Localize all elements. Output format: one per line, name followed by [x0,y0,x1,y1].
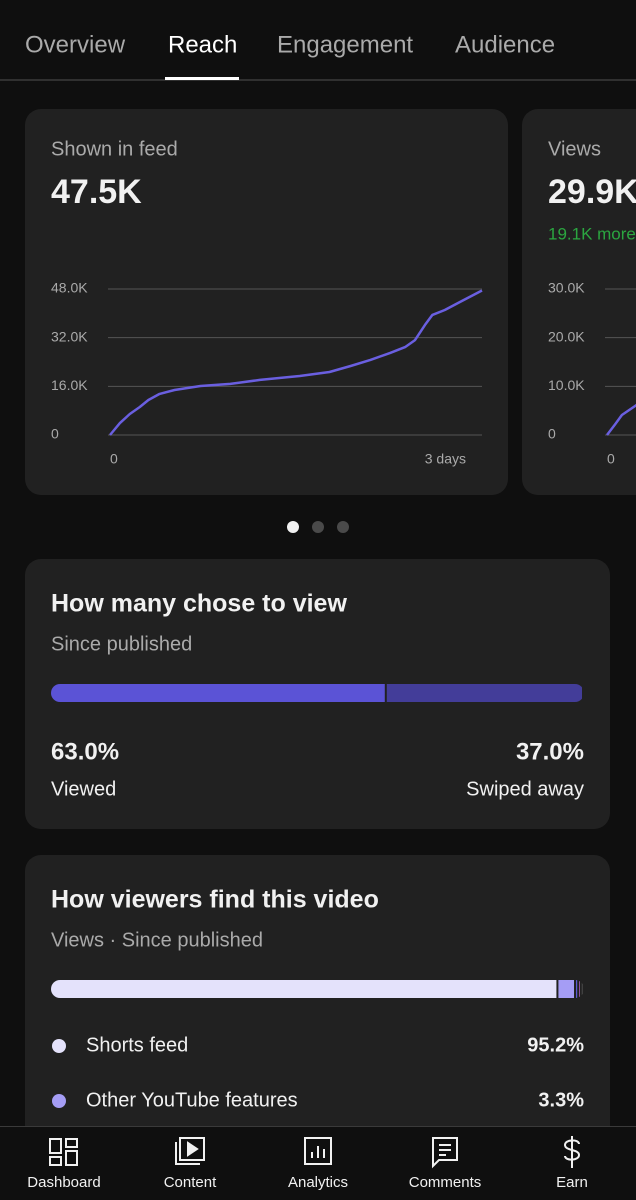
legend-dot [52,1094,66,1108]
tab[interactable]: Overview [25,31,126,58]
x-tick-label: 0 [607,451,615,467]
card-note: 19.1K more [548,224,636,243]
legend-value: 95.2% [527,1034,584,1056]
card-value: 29.9K [548,173,636,211]
nav-label[interactable]: Dashboard [27,1174,100,1191]
card[interactable] [522,109,636,495]
bar-segment [558,980,575,998]
page-dot[interactable] [337,521,349,533]
percent-label: 63.0% [51,738,119,765]
page-dot[interactable] [312,521,324,533]
comments-icon[interactable] [432,1137,458,1169]
percent-label: 37.0% [516,738,584,765]
y-tick-label: 0 [51,426,59,442]
analytics-icon[interactable] [304,1137,332,1165]
y-tick-label: 32.0K [51,328,88,344]
bar-segment [51,980,557,998]
card-subtitle: Since published [51,633,192,655]
bar-segment [386,684,582,702]
card-title: Shown in feed [51,138,178,160]
tab[interactable]: Audience [455,31,555,58]
y-tick-label: 16.0K [51,377,88,393]
y-tick-label: 30.0K [548,280,585,296]
nav-label[interactable]: Earn [556,1174,588,1191]
card [25,855,610,1185]
card-title: Views [548,138,601,160]
content-icon[interactable] [175,1137,205,1165]
dashboard-icon[interactable] [49,1138,78,1166]
stacked-bar [51,980,583,998]
nav-label[interactable]: Analytics [288,1174,348,1191]
bar-segment [579,980,580,998]
chart: Views 29.9K 19.1K more 0 10.0K 20.0K 30.0K 0 [548,138,636,467]
tab-indicator [165,77,239,80]
y-tick-label: 48.0K [51,280,88,296]
page-dot[interactable] [287,521,299,533]
x-tick-label: 3 days [425,451,466,467]
line-series [109,289,483,436]
y-tick-label: 20.0K [548,328,585,344]
card-subtitle: Views · Since published [51,929,263,951]
chart: How many chose to view Since published 63.… [51,590,584,800]
category-label: Swiped away [466,778,584,800]
legend-dot [52,1039,66,1053]
card-title: How viewers find this video [51,886,379,914]
card[interactable] [25,109,508,495]
tab-divider [0,79,636,81]
bar-segment [581,980,583,998]
nav-divider [0,1126,636,1127]
x-tick-label: 0 [110,451,118,467]
nav-label[interactable]: Comments [409,1174,482,1191]
bar-segment [576,980,578,998]
card-value: 47.5K [51,173,142,211]
y-tick-label: 10.0K [548,377,585,393]
y-tick-label: 0 [548,426,556,442]
line-series [606,403,636,436]
nav-label[interactable]: Content [164,1174,217,1191]
legend-label: Shorts feed [86,1034,188,1056]
tab[interactable]: Engagement [277,31,413,58]
bar-segment [51,684,385,702]
legend-label: Other YouTube features [86,1089,298,1111]
earn-icon[interactable] [563,1136,581,1168]
chart: How viewers find this video Views · Since… [51,886,584,1111]
legend-value: 3.3% [538,1089,584,1111]
tab-active[interactable]: Reach [168,31,237,58]
chart: Shown in feed 47.5K 0 16.0K 32.0K 48.0K 0 3 day… [51,138,483,467]
category-label: Viewed [51,778,116,800]
stacked-bar [51,684,582,702]
card-title: How many chose to view [51,590,347,618]
